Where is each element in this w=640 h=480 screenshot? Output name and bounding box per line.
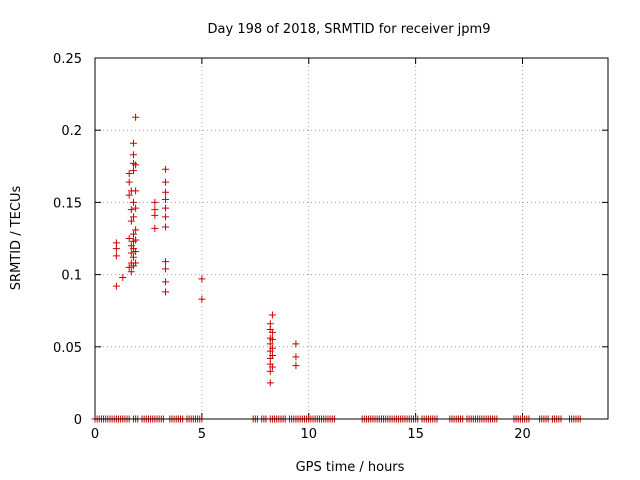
y-tick-label: 0.15 [53,196,82,211]
data-point [266,320,274,328]
data-point [129,198,137,206]
data-point [162,196,170,204]
data-point [162,258,170,266]
data-point [125,235,133,242]
data-point [127,249,135,257]
data-points [91,113,584,423]
data-point [162,223,170,231]
data-point [129,167,137,175]
x-tick-label: 15 [407,427,424,442]
data-point [125,263,133,271]
data-point [162,188,170,196]
data-point [268,344,276,352]
data-point [266,367,274,375]
data-point [112,282,120,290]
data-point [129,139,137,147]
series-srmtid [91,113,584,423]
data-point [112,252,120,260]
data-point [132,113,140,121]
data-point [129,151,137,159]
data-point [132,161,140,169]
data-point [119,273,127,281]
data-point [112,239,120,247]
data-point [151,198,159,206]
data-point [132,236,140,244]
x-tick-label: 10 [300,427,317,442]
data-point [132,259,140,267]
y-tick-label: 0.25 [53,52,82,67]
data-point [162,165,170,173]
data-point [292,353,300,361]
data-point [151,206,159,214]
y-tick-label: 0.1 [61,269,82,284]
data-point [132,187,140,195]
x-tick-label: 20 [514,427,531,442]
data-point [268,351,276,359]
data-point [125,191,133,199]
data-point [151,224,159,232]
data-point [127,217,135,225]
plot-frame [94,57,609,420]
chart-title: Day 198 of 2018, SRMTID for receiver jpm… [208,22,491,37]
data-point [125,170,133,178]
data-point [162,278,170,286]
y-axis-label: SRMTID / TECUs [9,186,24,291]
data-point [162,288,170,296]
data-point [125,178,133,186]
data-point [132,204,140,212]
data-point [268,363,276,371]
data-point [268,336,276,344]
data-point [162,213,170,221]
grid-lines [95,58,608,419]
data-point [198,275,206,283]
data-point [268,311,276,319]
y-tick-label: 0 [74,413,82,428]
data-point [162,265,170,273]
data-point [129,253,137,261]
data-point [162,204,170,212]
x-tick-label: 5 [198,427,206,442]
axis-ticks: 0 5 10 15 20 0 0.05 0.1 0.15 0.2 0.25 [53,52,608,442]
y-tick-label: 0.05 [53,341,82,356]
data-point [268,328,276,336]
data-point [266,379,274,387]
x-tick-label: 0 [91,427,99,442]
data-point [127,268,135,276]
data-point [292,362,300,370]
data-point [162,178,170,186]
data-point [132,226,140,234]
data-point [198,295,206,303]
x-axis-label: GPS time / hours [296,460,405,475]
y-tick-label: 0.2 [61,124,82,139]
data-point [132,247,140,255]
data-point [292,340,300,348]
data-point [129,213,137,221]
data-point [129,230,137,238]
data-point [127,206,135,214]
